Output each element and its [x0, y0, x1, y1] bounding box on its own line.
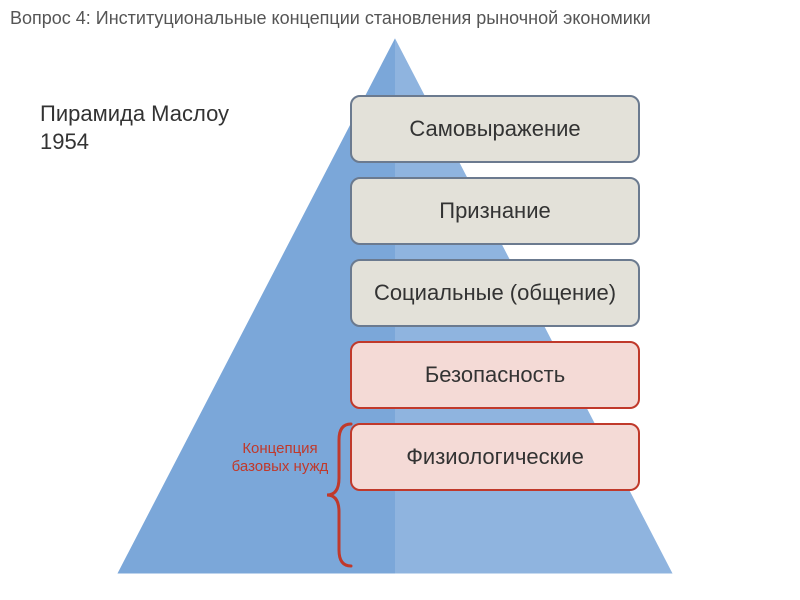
bracket-label-line-2: базовых нужд — [232, 458, 329, 475]
bracket-label-line-1: Концепция — [242, 440, 317, 457]
level-label: Физиологические — [406, 444, 584, 469]
caption-line-2: 1954 — [40, 129, 89, 154]
level-label: Безопасность — [425, 362, 565, 387]
level-label: Социальные (общение) — [374, 280, 616, 305]
level-label: Самовыражение — [409, 116, 580, 141]
pyramid-levels: Самовыражение Признание Социальные (обще… — [350, 95, 640, 491]
level-safety: Безопасность — [350, 341, 640, 409]
bracket-icon — [325, 420, 355, 570]
level-label: Признание — [439, 198, 550, 223]
level-social: Социальные (общение) — [350, 259, 640, 327]
page-title: Вопрос 4: Институциональные концепции ст… — [10, 8, 651, 29]
level-physiological: Физиологические — [350, 423, 640, 491]
level-self-actualization: Самовыражение — [350, 95, 640, 163]
level-esteem: Признание — [350, 177, 640, 245]
bracket-label: Концепция базовых нужд — [230, 440, 330, 476]
